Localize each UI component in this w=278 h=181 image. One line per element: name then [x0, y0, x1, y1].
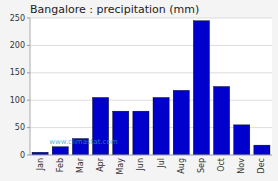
bars: [32, 21, 270, 155]
x-tick-label: Dec: [257, 158, 266, 173]
x-tick-label: Jan: [36, 158, 45, 171]
x-tick-label: Jun: [136, 158, 145, 172]
y-axis: [30, 18, 31, 155]
bar: [214, 87, 230, 156]
grid-line: [30, 155, 272, 156]
x-tick-label: Sep: [197, 158, 206, 173]
bar: [173, 90, 189, 155]
bar: [193, 21, 209, 155]
y-tick-label: 150: [10, 68, 25, 77]
bar: [133, 111, 149, 155]
chart-container: 0 50 100 150 200 250 Jan Feb Mar Apr May Jun Jul Aug S…: [0, 0, 278, 181]
chart-svg: 0 50 100 150 200 250 Jan Feb Mar Apr May Jun Jul Aug S…: [0, 0, 278, 181]
bar: [52, 147, 68, 155]
bar: [234, 125, 250, 155]
background: [0, 0, 278, 181]
x-tick-label: Feb: [56, 158, 65, 172]
x-axis: [30, 155, 272, 156]
bar: [254, 145, 270, 155]
bar: [113, 111, 129, 155]
x-tick-label: Jul: [157, 158, 166, 169]
grid-line: [30, 72, 272, 73]
x-tick-label: Oct: [217, 158, 226, 172]
x-tick-label: Nov: [237, 158, 246, 174]
bar: [93, 97, 109, 155]
watermark: www.climastat.com: [49, 138, 117, 146]
plot-background: [30, 18, 272, 155]
y-tick-label: 50: [15, 123, 25, 132]
grid-line: [30, 100, 272, 101]
title: Bangalore : precipitation (mm): [30, 3, 199, 16]
x-tick-label: Apr: [96, 157, 105, 172]
grid-line: [30, 45, 272, 46]
y-tick-label: 200: [10, 41, 25, 50]
bar: [153, 97, 169, 155]
y-tick-label: 100: [10, 96, 25, 105]
grid-line: [30, 18, 272, 19]
x-tick-label: Aug: [177, 158, 186, 174]
x-tick-label: May: [116, 158, 125, 175]
y-tick-label: 250: [10, 14, 25, 23]
y-tick-label: 0: [20, 151, 25, 160]
x-tick-label: Mar: [76, 157, 85, 173]
